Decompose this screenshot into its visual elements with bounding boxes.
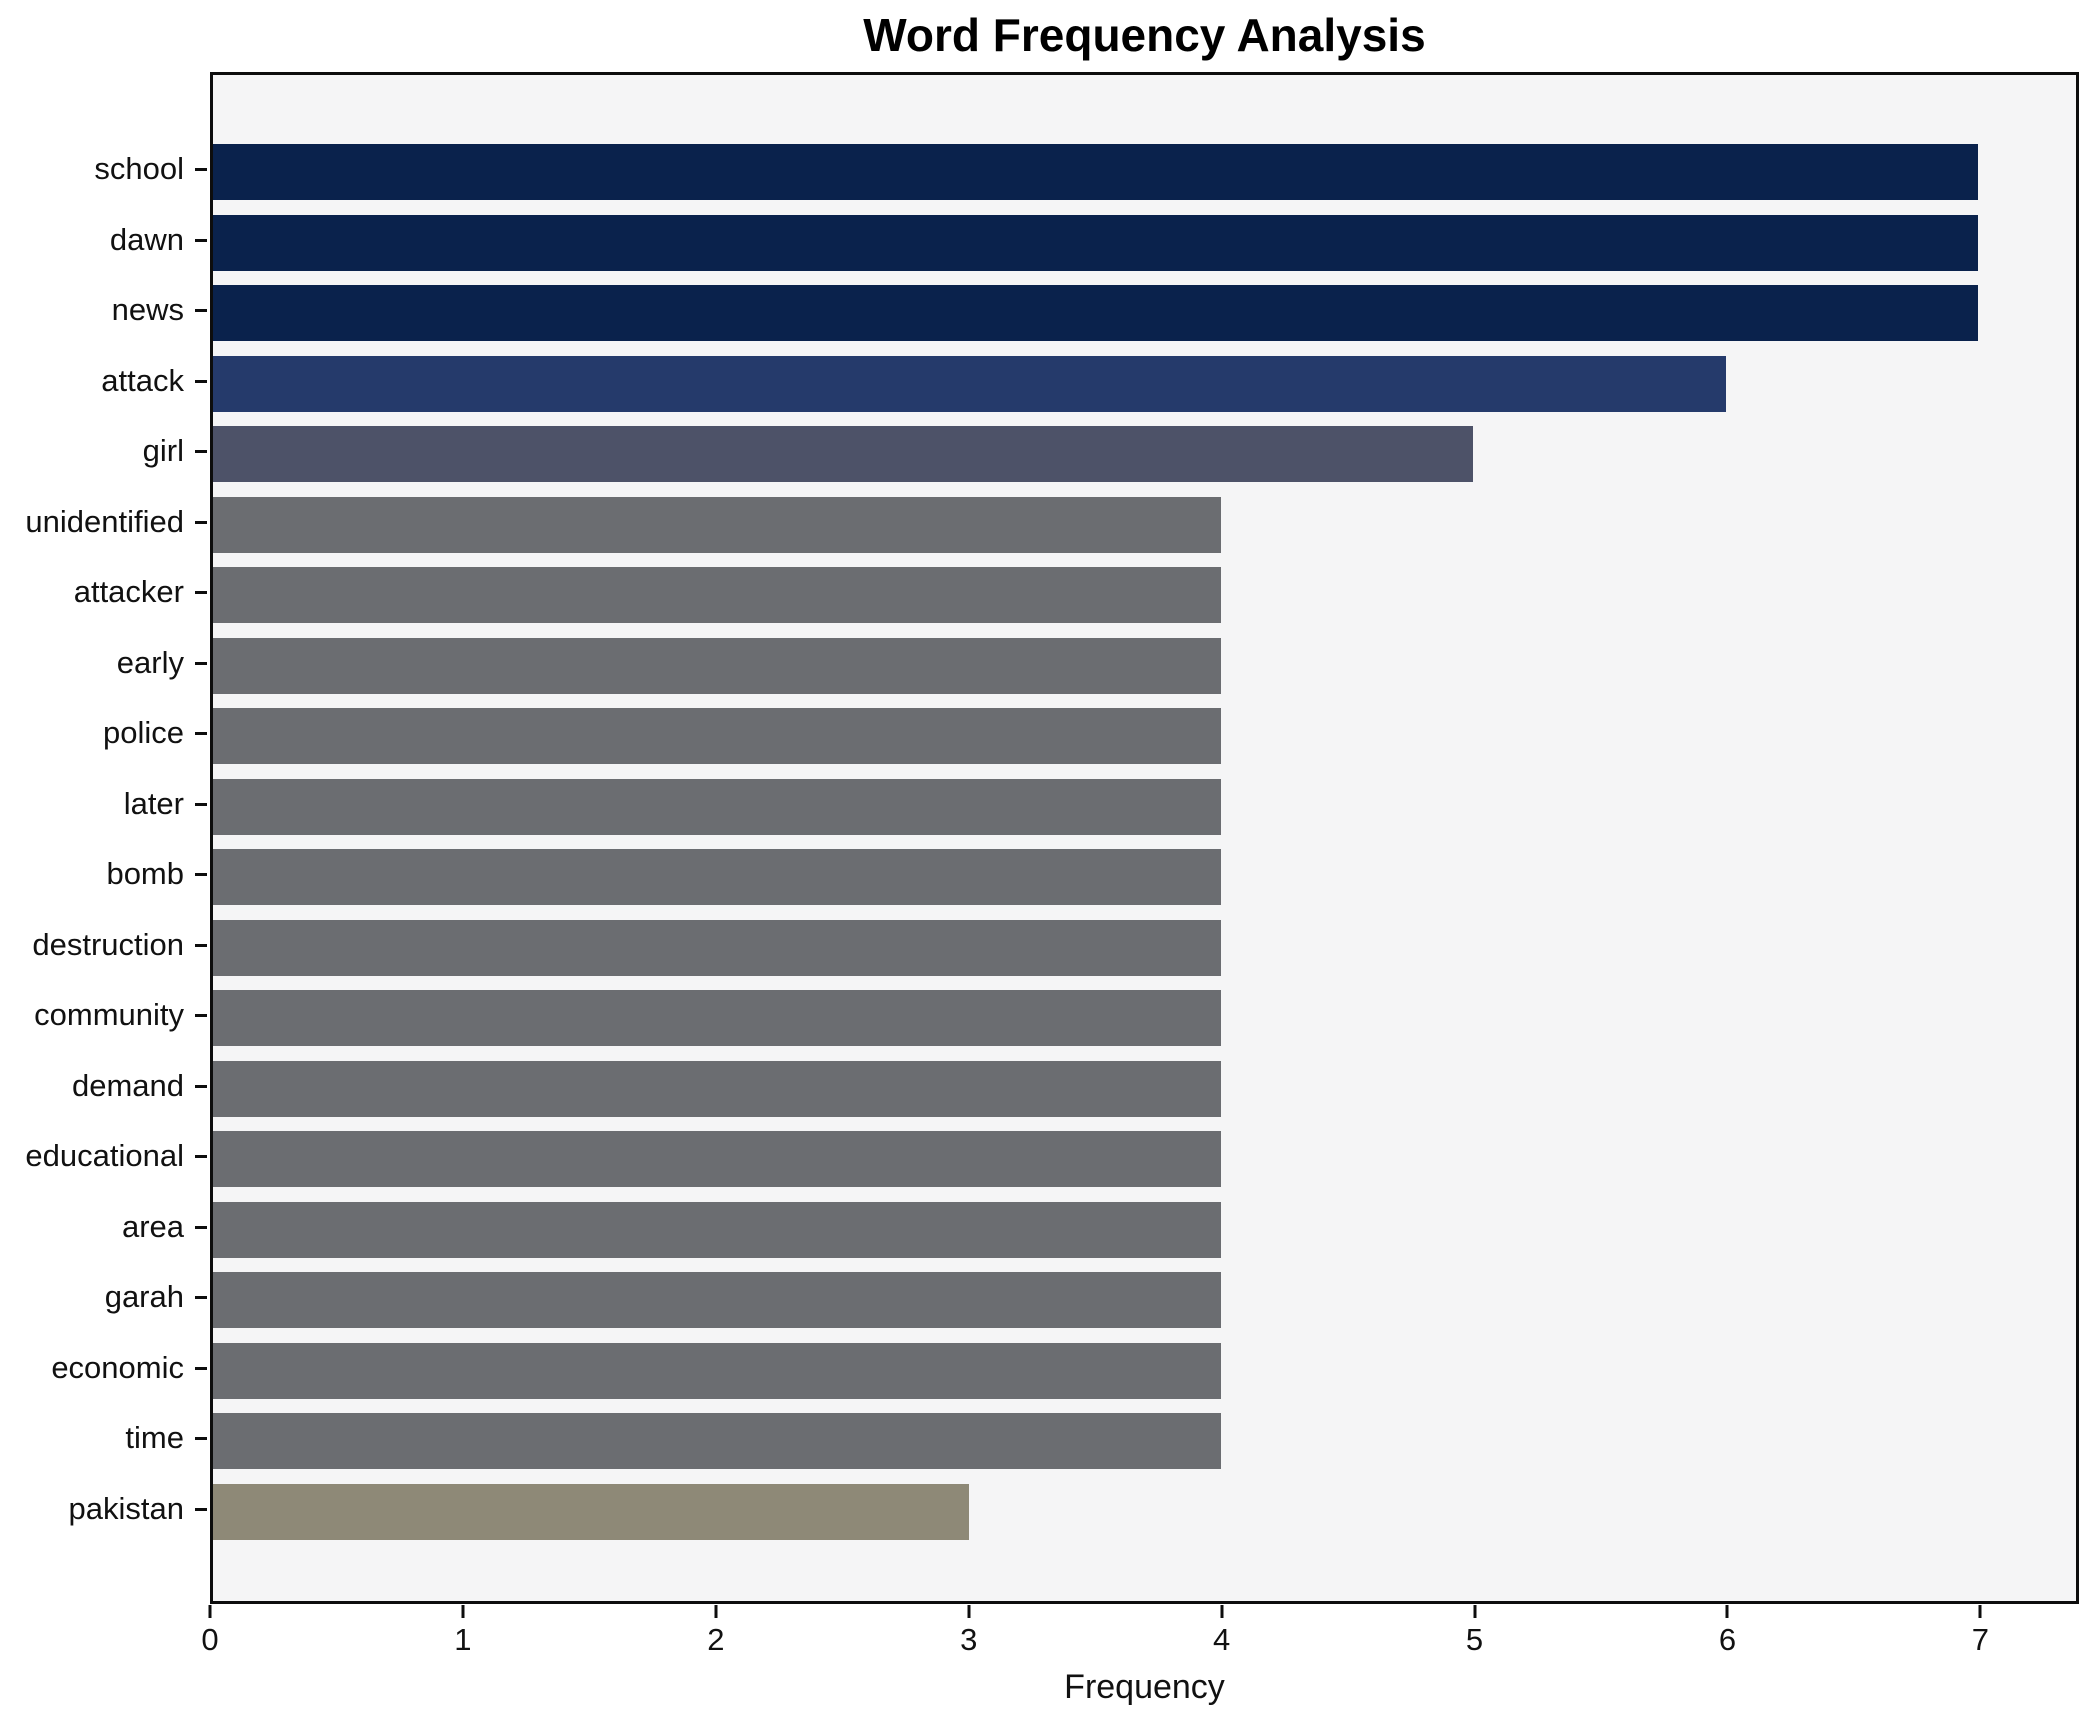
y-tick-label-early: early bbox=[116, 644, 184, 680]
x-axis: 0 1 2 3 4 5 6 7 bbox=[201, 1604, 2079, 1684]
x-tick-label-5: 5 bbox=[1465, 1622, 1484, 1657]
y-tick-mark bbox=[195, 238, 207, 242]
y-tick-mark bbox=[195, 591, 207, 594]
bar-attack bbox=[213, 355, 1726, 412]
bar-news bbox=[213, 285, 1978, 341]
x-tick-label-7: 7 bbox=[1971, 1622, 1989, 1657]
y-tick-label-dawn: dawn bbox=[109, 221, 184, 257]
y-tick-mark bbox=[195, 520, 207, 524]
y-tick-label-economic: economic bbox=[51, 1349, 184, 1385]
y-tick-label-bomb: bomb bbox=[106, 856, 184, 891]
y-tick-mark bbox=[195, 1437, 207, 1440]
y-tick-label-educational: educational bbox=[25, 1138, 184, 1173]
x-tick-mark bbox=[967, 1605, 971, 1618]
bar-unidentified bbox=[213, 496, 1222, 553]
plot-area bbox=[210, 72, 2079, 1604]
bar-community bbox=[213, 990, 1222, 1046]
y-tick-mark bbox=[195, 732, 207, 735]
bar-area bbox=[213, 1201, 1222, 1258]
x-tick-mark bbox=[461, 1605, 465, 1618]
x-tick-mark bbox=[208, 1605, 212, 1618]
bar-garah bbox=[213, 1272, 1222, 1328]
y-tick-mark bbox=[195, 309, 207, 312]
y-tick-label-pakistan: pakistan bbox=[68, 1490, 184, 1526]
y-tick-label-destruction: destruction bbox=[32, 926, 184, 962]
y-tick-label-garah: garah bbox=[104, 1279, 184, 1314]
bar-school bbox=[213, 144, 1978, 200]
y-tick-label-demand: demand bbox=[71, 1067, 184, 1103]
y-tick-label-later: later bbox=[123, 785, 184, 821]
x-axis-title: Frequency bbox=[1064, 1668, 1225, 1706]
y-tick-mark bbox=[195, 943, 207, 947]
y-tick-label-attack: attack bbox=[101, 362, 184, 398]
y-tick-label-unidentified: unidentified bbox=[25, 503, 184, 539]
x-tick-mark bbox=[1725, 1605, 1729, 1618]
bar-demand bbox=[213, 1060, 1222, 1117]
x-tick-label-6: 6 bbox=[1718, 1622, 1737, 1657]
y-tick-label-police: police bbox=[103, 715, 184, 750]
y-tick-label-school: school bbox=[94, 151, 184, 186]
bar-girl bbox=[213, 426, 1474, 482]
x-tick-mark bbox=[1978, 1605, 1982, 1618]
y-tick-label-girl: girl bbox=[142, 433, 184, 468]
y-tick-mark bbox=[195, 873, 207, 876]
y-tick-label-time: time bbox=[125, 1420, 184, 1455]
y-tick-mark bbox=[195, 1225, 207, 1229]
y-axis: school dawn news attack girl unidentified atta… bbox=[0, 72, 210, 1604]
y-tick-mark bbox=[195, 168, 207, 171]
y-tick-mark bbox=[195, 1155, 207, 1158]
x-tick-label-4: 4 bbox=[1213, 1622, 1231, 1657]
x-tick-label-0: 0 bbox=[201, 1622, 219, 1657]
y-tick-mark bbox=[195, 450, 207, 453]
bar-economic bbox=[213, 1342, 1222, 1399]
x-tick-mark bbox=[1473, 1605, 1477, 1618]
bar-pakistan bbox=[213, 1483, 970, 1540]
y-tick-mark bbox=[195, 1296, 207, 1299]
y-tick-label-area: area bbox=[121, 1208, 184, 1244]
x-tick-label-1: 1 bbox=[454, 1622, 472, 1657]
x-tick-label-3: 3 bbox=[960, 1622, 978, 1657]
bar-early bbox=[213, 637, 1222, 694]
y-tick-mark bbox=[195, 661, 207, 665]
y-tick-label-attacker: attacker bbox=[73, 574, 184, 609]
bar-later bbox=[213, 778, 1222, 835]
y-tick-mark bbox=[195, 802, 207, 806]
bar-attacker bbox=[213, 567, 1222, 623]
y-tick-label-news: news bbox=[111, 292, 184, 327]
bar-dawn bbox=[213, 214, 1978, 271]
x-tick-label-2: 2 bbox=[707, 1622, 725, 1657]
bar-bomb bbox=[213, 849, 1222, 905]
y-tick-mark bbox=[195, 1014, 207, 1017]
y-tick-mark bbox=[195, 1507, 207, 1511]
x-tick-mark bbox=[1220, 1605, 1224, 1618]
bar-time bbox=[213, 1413, 1222, 1469]
y-tick-mark bbox=[195, 1084, 207, 1088]
bar-educational bbox=[213, 1131, 1222, 1187]
bar-police bbox=[213, 708, 1222, 764]
y-tick-label-community: community bbox=[34, 997, 184, 1032]
bar-destruction bbox=[213, 919, 1222, 976]
y-tick-mark bbox=[195, 1366, 207, 1370]
x-tick-mark bbox=[714, 1605, 718, 1618]
y-tick-mark bbox=[195, 379, 207, 383]
chart-title: Word Frequency Analysis bbox=[863, 9, 1426, 61]
